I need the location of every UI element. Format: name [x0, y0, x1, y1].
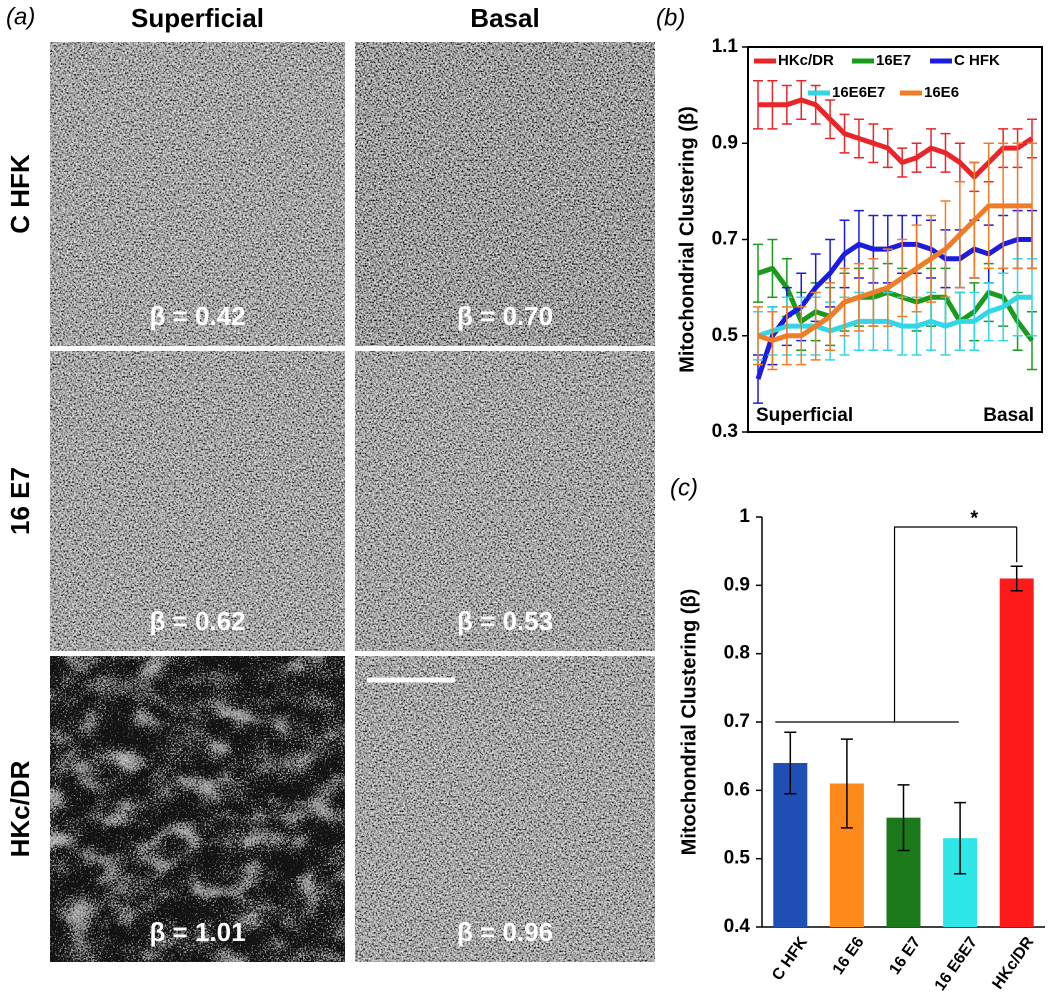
column-header: Superficial	[131, 3, 264, 33]
micrograph	[355, 42, 655, 346]
legend-label: C HFK	[954, 52, 1000, 69]
row-header: 16 E7	[5, 467, 35, 535]
error-bar	[840, 738, 853, 829]
x-tick-label: 16 E6E7	[932, 934, 981, 994]
micrograph	[355, 351, 655, 651]
error-bar	[784, 731, 797, 795]
y-tick-label: 0.7	[724, 711, 750, 732]
beta-label: β = 0.96	[457, 917, 553, 947]
bar-chart: (c) Mitochondrial Clustering (β) 0.4 0.5 0.6…	[670, 474, 1045, 994]
y-tick-label: 0.7	[712, 229, 738, 250]
row-header: C HFK	[5, 154, 35, 234]
legend-label: HKc/DR	[778, 52, 834, 69]
micrograph-grid: Superficial Basal C HFK β = 0.42 β = 0.70 16 …	[5, 3, 655, 962]
beta-label: β = 0.53	[457, 606, 553, 636]
plot-frame	[747, 46, 1043, 433]
x-tick-label: 16 E6	[830, 934, 868, 978]
y-tick-label: 1.1	[712, 36, 739, 57]
row-header: HKc/DR	[5, 760, 35, 857]
significance-bracket	[775, 526, 1018, 723]
micrograph	[50, 42, 345, 346]
panel-label: (c)	[670, 474, 698, 501]
y-tick-label: 0.8	[724, 643, 750, 664]
y-tick-label: 0.9	[724, 574, 750, 595]
y-tick-label: 0.5	[724, 848, 751, 869]
micrograph	[50, 351, 345, 651]
beta-label: β = 0.42	[149, 301, 245, 331]
bar	[999, 578, 1034, 927]
error-bar	[897, 784, 910, 852]
panel-label: (a)	[6, 3, 35, 30]
y-tick-label: 0.3	[712, 421, 738, 442]
y-tick-label: 0.6	[724, 779, 750, 800]
micrograph	[50, 656, 345, 962]
x-tick-label: HKc/DR	[989, 934, 1037, 993]
micrograph	[355, 656, 655, 962]
line	[757, 203, 1032, 344]
line	[758, 97, 1034, 180]
annotation: *	[970, 507, 978, 529]
legend-label: 16E6	[924, 84, 959, 101]
panel-label: (b)	[656, 4, 685, 31]
y-tick-label: 0.4	[724, 916, 751, 937]
line	[755, 237, 1032, 380]
legend-label: 16E7	[876, 52, 911, 69]
annotation: Basal	[983, 405, 1034, 426]
x-tick-label: C HFK	[769, 934, 811, 984]
error-bar	[753, 243, 763, 303]
y-axis-label: Mitochondrial Clustering (β)	[678, 589, 700, 856]
y-tick-label: 0.9	[712, 132, 738, 153]
beta-label: β = 0.70	[457, 301, 553, 331]
beta-label: β = 0.62	[149, 606, 245, 636]
line	[757, 294, 1032, 339]
x-tick-label: 16 E7	[886, 934, 924, 978]
legend-label: 16E6E7	[832, 84, 885, 101]
annotation: Superficial	[756, 405, 853, 426]
error-bar	[954, 801, 967, 875]
error-bar	[1010, 565, 1023, 592]
y-tick-label: 0.5	[712, 325, 739, 346]
column-header: Basal	[470, 3, 539, 33]
y-axis-label: Mitochondrial Clustering (β)	[676, 106, 698, 373]
y-tick-label: 1	[739, 506, 750, 527]
line-chart: (b) Mitochondrial Clustering (β) 0.3 0.5 0.7…	[656, 4, 1043, 442]
line	[757, 265, 1035, 343]
beta-label: β = 1.01	[149, 917, 245, 947]
